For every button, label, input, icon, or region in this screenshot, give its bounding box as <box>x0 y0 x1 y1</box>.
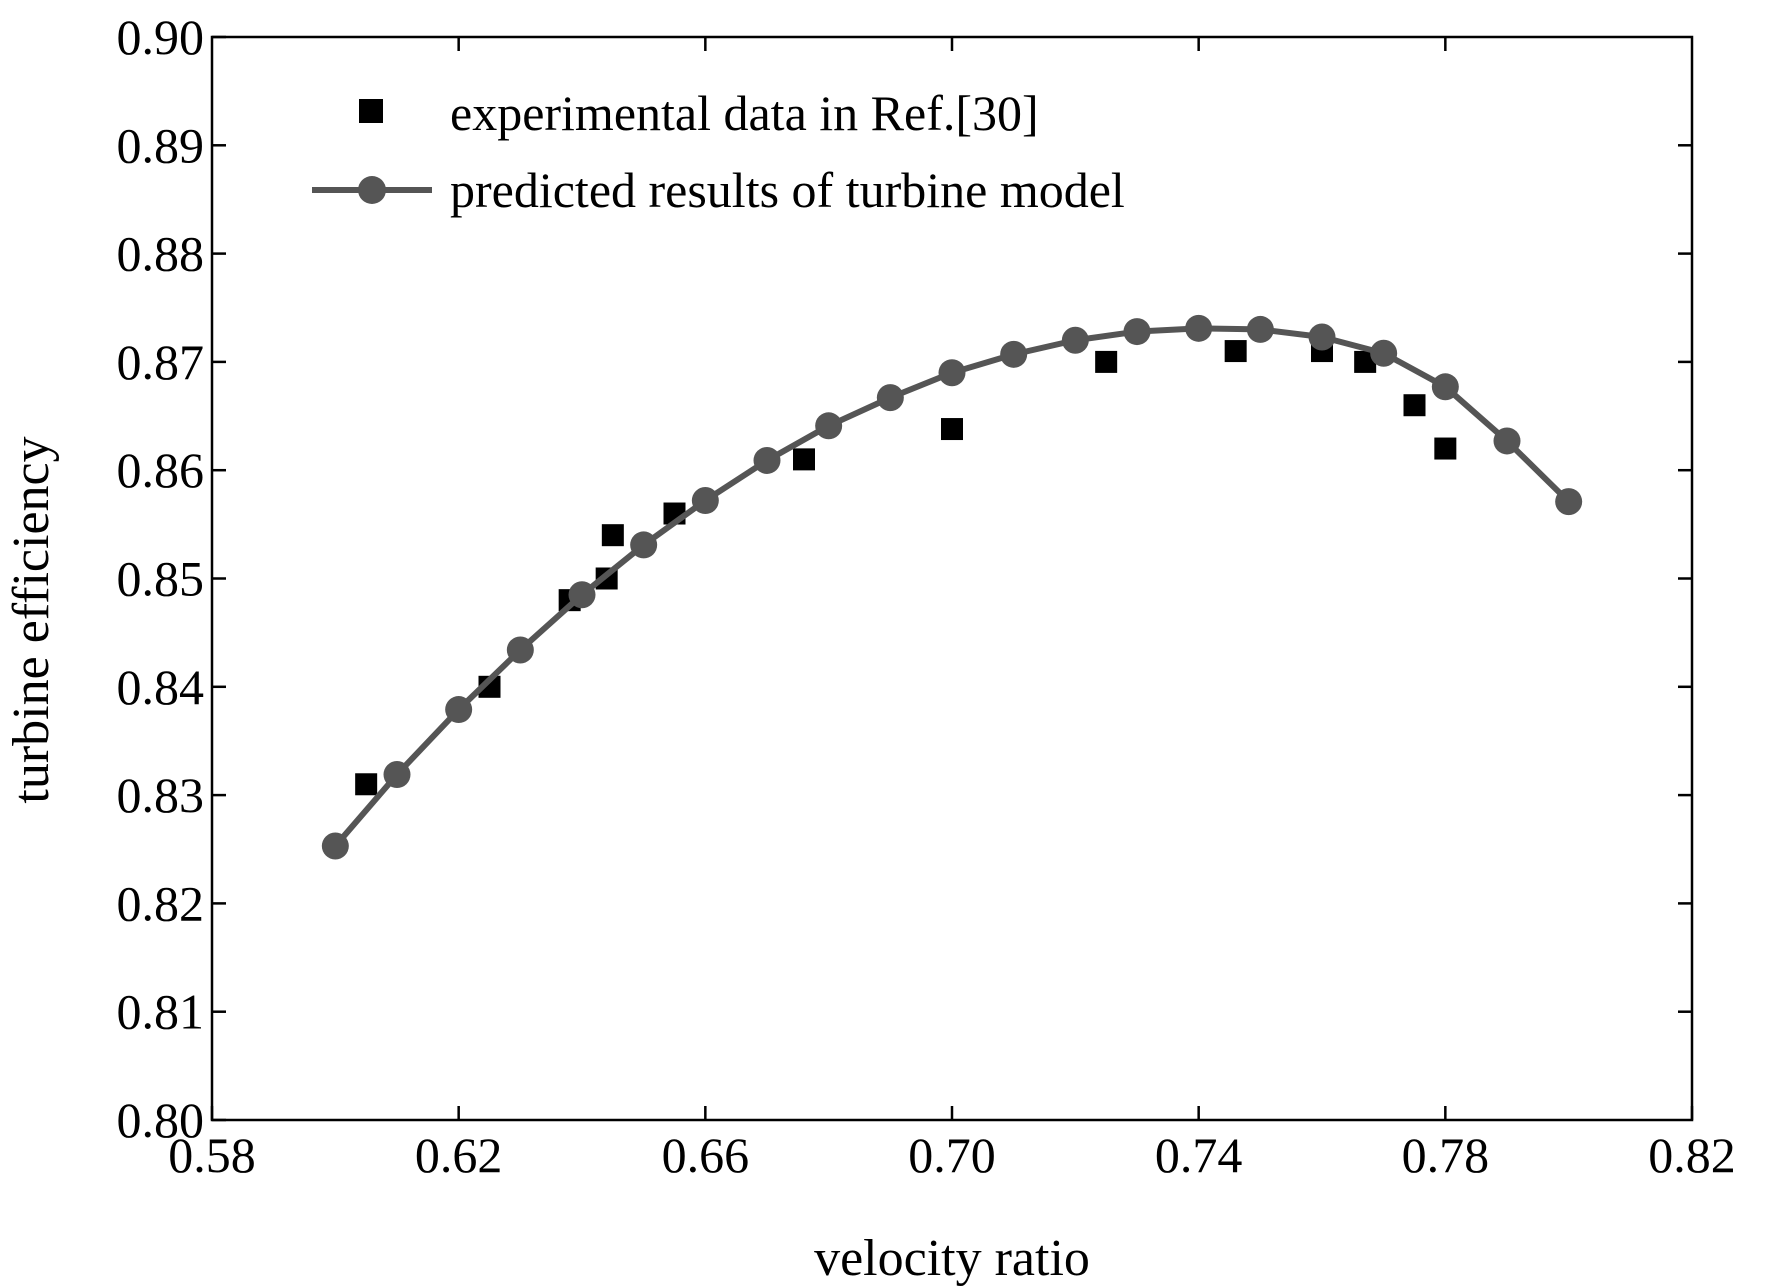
data-point-square <box>1095 350 1118 373</box>
data-point-circle <box>630 531 658 559</box>
y-tick-label: 0.85 <box>117 551 205 607</box>
legend-label-experimental: experimental data in Ref.[30] <box>450 85 1039 141</box>
data-point-circle <box>1000 340 1028 368</box>
y-tick-label: 0.86 <box>117 442 205 498</box>
x-tick-label: 0.74 <box>1155 1127 1243 1183</box>
data-point-circle <box>1308 323 1336 351</box>
y-axis-title: turbine efficiency <box>3 436 60 803</box>
data-point-square <box>941 418 963 441</box>
legend-label-predicted: predicted results of turbine model <box>450 162 1125 218</box>
data-point-circle <box>1493 427 1521 455</box>
x-tick-label: 0.66 <box>662 1127 750 1183</box>
x-tick-label: 0.58 <box>168 1127 256 1183</box>
data-point-circle <box>753 446 781 474</box>
data-point-square <box>355 773 378 796</box>
y-tick-label: 0.88 <box>117 226 205 282</box>
data-point-circle <box>1246 315 1274 343</box>
series-predicted <box>321 314 1583 860</box>
series-line <box>333 325 1571 848</box>
data-point-circle <box>815 412 843 440</box>
data-point-circle <box>1123 318 1151 346</box>
x-axis-title: velocity ratio <box>814 1230 1090 1287</box>
data-point-circle <box>1370 339 1398 367</box>
data-point-square <box>793 448 815 471</box>
data-point-circle <box>445 696 473 724</box>
plot-area <box>321 314 1583 860</box>
data-point-circle <box>568 581 596 609</box>
data-point-square <box>1403 394 1426 417</box>
series-experimental <box>355 340 1457 796</box>
y-tick-label: 0.81 <box>117 984 205 1040</box>
y-tick-label: 0.89 <box>117 117 205 173</box>
legend-circle-marker-icon <box>358 176 386 204</box>
data-point-square <box>601 524 624 547</box>
data-point-circle <box>1431 373 1459 401</box>
legend-square-marker-icon <box>359 99 383 123</box>
y-tick-label: 0.82 <box>117 875 205 931</box>
data-point-circle <box>1061 326 1089 354</box>
y-tick-label: 0.84 <box>117 659 205 715</box>
data-point-circle <box>876 384 904 412</box>
x-axis: 0.58 0.62 0.66 0.70 0.74 0.78 0.82 <box>168 37 1736 1183</box>
data-point-square <box>1224 340 1247 363</box>
y-tick-label: 0.87 <box>117 334 205 390</box>
x-tick-label: 0.82 <box>1648 1127 1736 1183</box>
x-tick-label: 0.78 <box>1402 1127 1490 1183</box>
x-tick-label: 0.62 <box>415 1127 503 1183</box>
y-tick-label: 0.83 <box>117 767 205 823</box>
data-point-square <box>1434 437 1457 460</box>
data-point-circle <box>1185 314 1213 342</box>
x-tick-label: 0.70 <box>908 1127 996 1183</box>
data-point-circle <box>938 359 966 387</box>
y-tick-label: 0.90 <box>117 9 205 65</box>
y-axis: 0.80 0.81 0.82 0.83 0.84 0.85 0.86 0.87 0.88 0.89… <box>117 9 1692 1148</box>
data-point-circle <box>1555 488 1583 516</box>
legend: experimental data in Ref.[30] predicted … <box>312 85 1125 218</box>
data-point-circle <box>383 761 411 789</box>
y-tick-label: 0.80 <box>117 1092 205 1148</box>
data-point-circle <box>691 487 719 515</box>
data-point-circle <box>321 832 349 860</box>
data-point-circle <box>506 636 534 664</box>
